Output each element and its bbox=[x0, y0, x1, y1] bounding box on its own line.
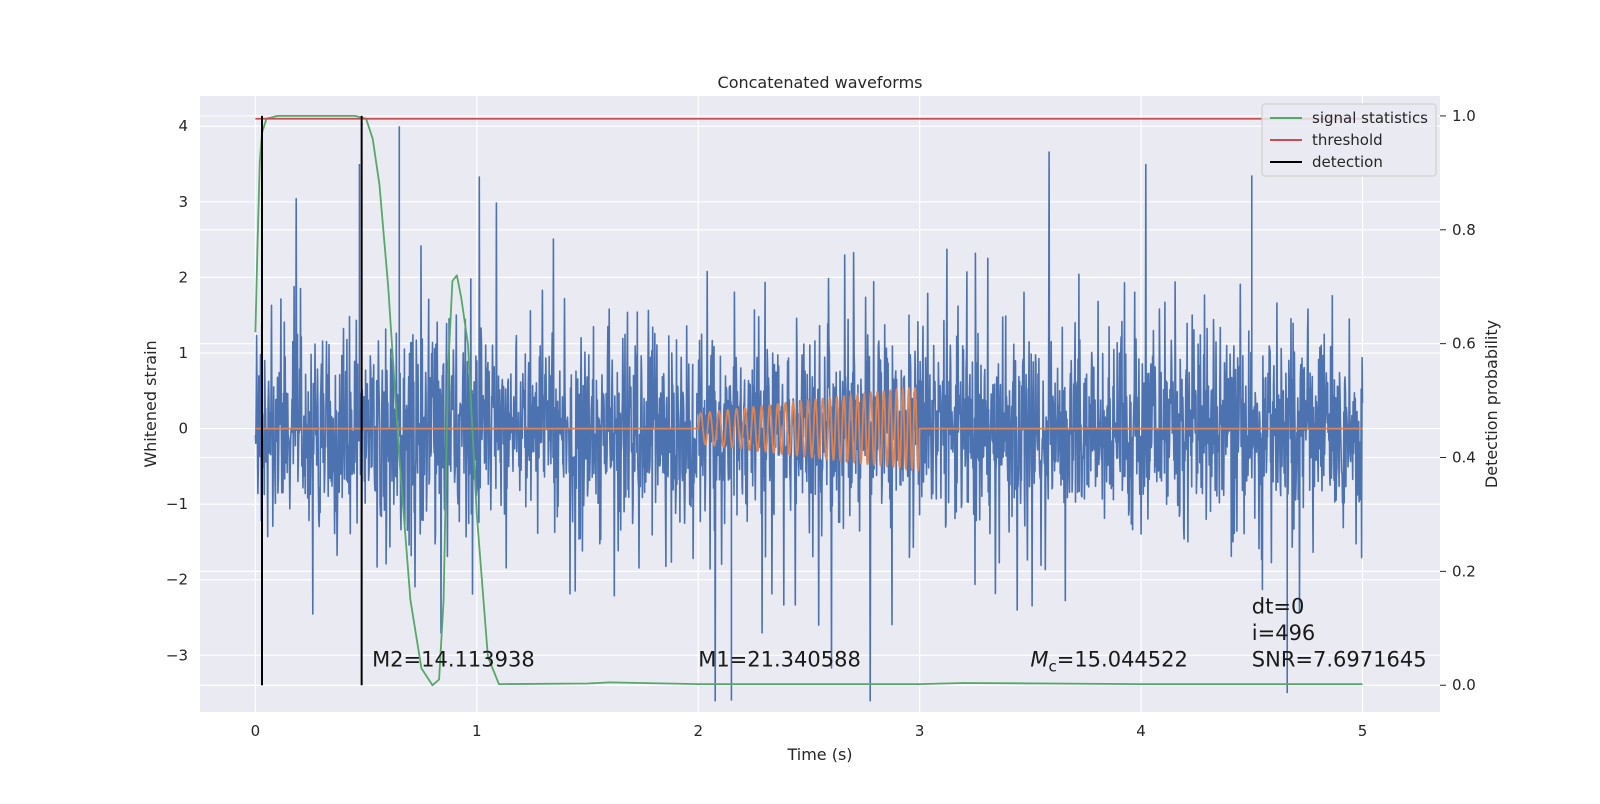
y-tick-label: 1 bbox=[178, 344, 188, 362]
annotation-text: SNR=7.6971645 bbox=[1252, 648, 1427, 672]
annotations: M2=14.113938 M1=21.340588 Mc=15.044522 SNR=… bbox=[372, 595, 1427, 676]
legend-box bbox=[1261, 103, 1437, 177]
tick-labels: 0 1 2 3 4 5 −3 −2 −1 0 1 2 3 4 0.0 0.2 0.4 0.6 0.8 1.0 bbox=[166, 107, 1476, 740]
y-right-tick-label: 0.6 bbox=[1452, 335, 1476, 353]
detection-series bbox=[261, 115, 363, 686]
x-tick-label: 2 bbox=[693, 722, 703, 740]
x-tick-label: 3 bbox=[915, 722, 925, 740]
legend: signal statistics threshold detection bbox=[1261, 103, 1437, 177]
x-tick-label: 0 bbox=[251, 722, 261, 740]
legend-label: threshold bbox=[1312, 131, 1383, 149]
y-tick-label: 3 bbox=[178, 193, 188, 211]
y-right-tick-label: 0.8 bbox=[1452, 221, 1476, 239]
y-tick-label: −2 bbox=[166, 571, 188, 589]
y-right-tick-label: 0.4 bbox=[1452, 449, 1476, 467]
y-right-tick-label: 0.0 bbox=[1452, 676, 1476, 694]
y-tick-label: 4 bbox=[178, 117, 188, 135]
annotation-text: M1=21.340588 bbox=[698, 648, 861, 672]
y-tick-label: −3 bbox=[166, 646, 188, 664]
y-right-tick-label: 1.0 bbox=[1452, 107, 1476, 125]
x-axis-label: Time (s) bbox=[786, 745, 852, 764]
y-right-tick-label: 0.2 bbox=[1452, 562, 1476, 580]
statistic-series bbox=[254, 115, 1363, 687]
x-tick-label: 1 bbox=[472, 722, 482, 740]
y-tick-label: 0 bbox=[178, 420, 188, 438]
chart-title: Concatenated waveforms bbox=[718, 73, 923, 92]
legend-items: signal statistics threshold detection bbox=[1270, 109, 1428, 171]
annotation-text: i=496 bbox=[1252, 621, 1316, 645]
y-tick-label: 2 bbox=[178, 268, 188, 286]
x-tick-label: 4 bbox=[1136, 722, 1146, 740]
chirp-line bbox=[255, 385, 1363, 472]
legend-label: signal statistics bbox=[1312, 109, 1428, 127]
annotation-text: dt=0 bbox=[1252, 595, 1305, 619]
signal-statistics-line bbox=[254, 115, 1363, 687]
y-tick-label: −1 bbox=[166, 495, 188, 513]
annotation-text: Mc=15.044522 bbox=[1030, 648, 1188, 676]
noise-series bbox=[254, 126, 1364, 702]
noise-line bbox=[254, 151, 1364, 702]
y-axis-right-label: Detection probability bbox=[1482, 320, 1501, 488]
y-axis-label: Whitened strain bbox=[141, 340, 160, 467]
annotation-text: M2=14.113938 bbox=[372, 648, 535, 672]
chirp-series bbox=[255, 385, 1363, 472]
legend-label: detection bbox=[1312, 153, 1383, 171]
x-tick-label: 5 bbox=[1358, 722, 1368, 740]
